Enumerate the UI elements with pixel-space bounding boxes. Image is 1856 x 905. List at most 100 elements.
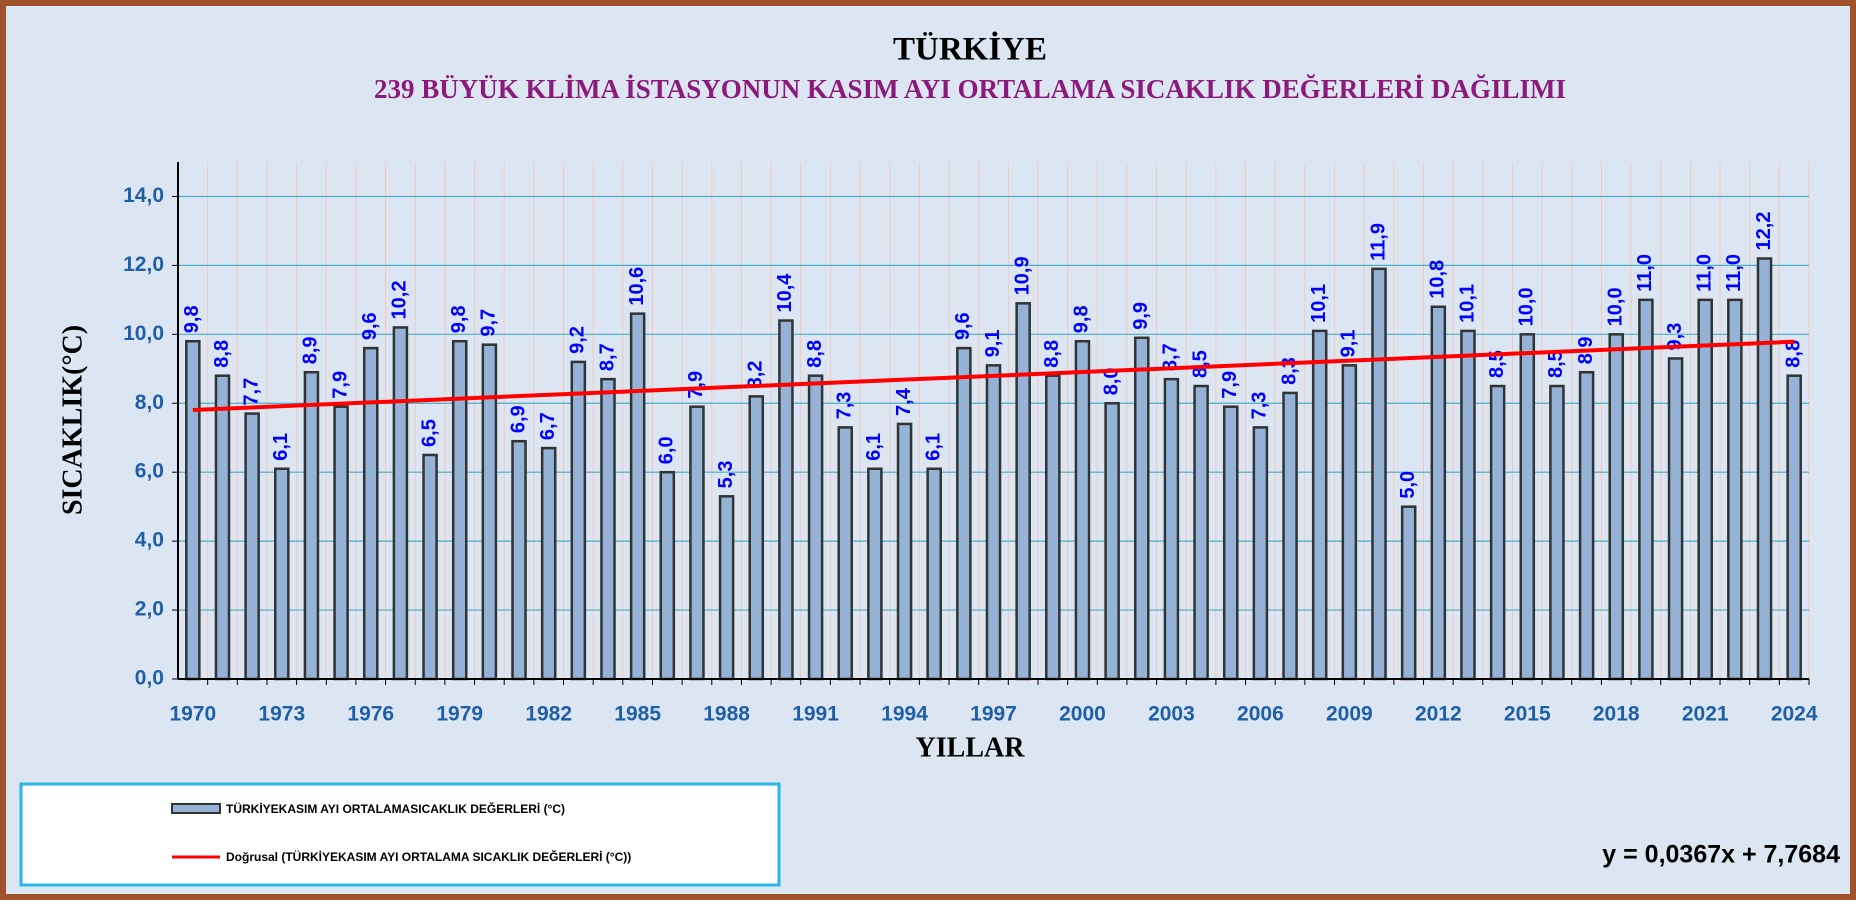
bar xyxy=(1697,298,1713,681)
bar xyxy=(1786,374,1802,681)
bar xyxy=(1460,329,1476,681)
data-label: 10,1 xyxy=(1456,284,1478,323)
bar xyxy=(333,405,349,681)
chart-title: TÜRKİYE xyxy=(893,30,1047,68)
bar xyxy=(718,495,735,681)
bar xyxy=(778,319,794,681)
x-tick-label: 2000 xyxy=(1059,703,1106,726)
bar xyxy=(422,453,438,681)
bar xyxy=(1104,402,1120,681)
bar xyxy=(1578,370,1595,681)
chart-subtitle: 239 BÜYÜK KLİMA İSTASYONUN KASIM AYI ORT… xyxy=(374,74,1566,104)
x-tick-label: 1985 xyxy=(614,703,661,726)
y-tick-label: 10,0 xyxy=(123,322,164,345)
bar xyxy=(748,395,765,681)
bar xyxy=(689,405,705,681)
data-label: 6,1 xyxy=(863,433,885,461)
data-label: 9,6 xyxy=(952,312,974,340)
data-label: 9,2 xyxy=(567,326,589,354)
y-tick-label: 14,0 xyxy=(123,184,164,207)
y-tick-label: 2,0 xyxy=(135,598,164,621)
data-label: 7,9 xyxy=(329,371,351,399)
bar xyxy=(956,346,972,681)
bar xyxy=(1015,302,1031,681)
legend xyxy=(19,782,781,887)
x-tick-label: 1982 xyxy=(525,703,572,726)
data-label: 5,0 xyxy=(1397,471,1419,499)
bar xyxy=(1549,384,1565,681)
x-tick-label: 1994 xyxy=(881,703,928,726)
data-label: 9,7 xyxy=(478,309,500,337)
data-label: 7,4 xyxy=(893,387,915,416)
data-label: 8,7 xyxy=(596,343,618,371)
data-label: 6,0 xyxy=(656,436,678,464)
x-axis-label: YILLAR xyxy=(916,732,1026,763)
x-tick-label: 1988 xyxy=(703,703,750,726)
x-tick-label: 2009 xyxy=(1326,703,1373,726)
data-label: 8,8 xyxy=(1782,340,1804,368)
data-label: 7,3 xyxy=(834,392,856,420)
x-tick-label: 2012 xyxy=(1415,703,1462,726)
data-label: 9,8 xyxy=(181,305,203,333)
data-label: 6,1 xyxy=(270,433,292,461)
bar xyxy=(659,470,676,681)
bar xyxy=(985,364,1002,681)
data-label: 8,8 xyxy=(211,340,233,368)
bar xyxy=(1371,267,1387,681)
bar xyxy=(1193,384,1209,681)
data-label: 10,9 xyxy=(1011,256,1033,295)
bar xyxy=(1252,426,1269,681)
data-label: 6,9 xyxy=(507,405,529,433)
x-tick-label: 2006 xyxy=(1237,703,1284,726)
data-label: 9,1 xyxy=(1338,330,1360,358)
bar xyxy=(1133,336,1150,681)
data-label: 12,2 xyxy=(1753,212,1775,251)
bar xyxy=(1430,305,1447,681)
bar xyxy=(1667,357,1684,681)
bar xyxy=(244,412,260,681)
bar xyxy=(185,339,201,681)
bar xyxy=(511,439,527,681)
bar xyxy=(1074,339,1091,681)
data-label: 8,2 xyxy=(745,361,767,389)
data-label: 6,7 xyxy=(537,412,559,440)
bar xyxy=(1222,405,1239,681)
x-tick-label: 2003 xyxy=(1148,703,1195,726)
y-tick-label: 8,0 xyxy=(135,391,164,414)
legend-label: TÜRKİYEKASIM AYI ORTALAMASICAKLIK DEĞERL… xyxy=(226,801,565,816)
data-label: 10,0 xyxy=(1516,287,1538,326)
data-label: 7,7 xyxy=(240,378,262,406)
x-tick-label: 2015 xyxy=(1504,703,1551,726)
data-label: 10,0 xyxy=(1605,287,1627,326)
x-tick-label: 1973 xyxy=(258,703,305,726)
bar xyxy=(1608,333,1625,681)
data-label: 9,1 xyxy=(982,330,1004,358)
data-label: 8,5 xyxy=(1545,350,1567,378)
bar xyxy=(1519,333,1536,681)
data-label: 9,6 xyxy=(359,312,381,340)
data-label: 8,5 xyxy=(1486,350,1508,378)
data-label: 10,2 xyxy=(389,281,411,320)
legend-swatch xyxy=(171,803,221,814)
x-tick-label: 1997 xyxy=(970,703,1017,726)
x-tick-label: 1979 xyxy=(436,703,483,726)
bar xyxy=(1400,505,1417,681)
bar xyxy=(1638,298,1654,681)
bar xyxy=(1756,257,1773,681)
data-label: 8,7 xyxy=(1160,343,1182,371)
legend-label: Doğrusal (TÜRKİYEKASIM AYI ORTALAMA SICA… xyxy=(226,849,631,864)
trend-line xyxy=(192,339,1795,412)
x-tick-label: 1970 xyxy=(169,703,216,726)
data-label: 11,0 xyxy=(1693,254,1715,292)
y-tick-label: 4,0 xyxy=(135,529,164,552)
data-label: 7,9 xyxy=(1219,371,1241,399)
x-tick-label: 2021 xyxy=(1682,703,1729,726)
data-label: 9,3 xyxy=(1664,323,1686,351)
data-label: 8,9 xyxy=(300,336,322,364)
data-label: 8,8 xyxy=(1041,340,1063,368)
bar xyxy=(451,339,468,681)
bar xyxy=(214,374,231,681)
data-label: 11,0 xyxy=(1634,254,1656,292)
bar xyxy=(807,374,824,681)
bar xyxy=(392,326,409,681)
